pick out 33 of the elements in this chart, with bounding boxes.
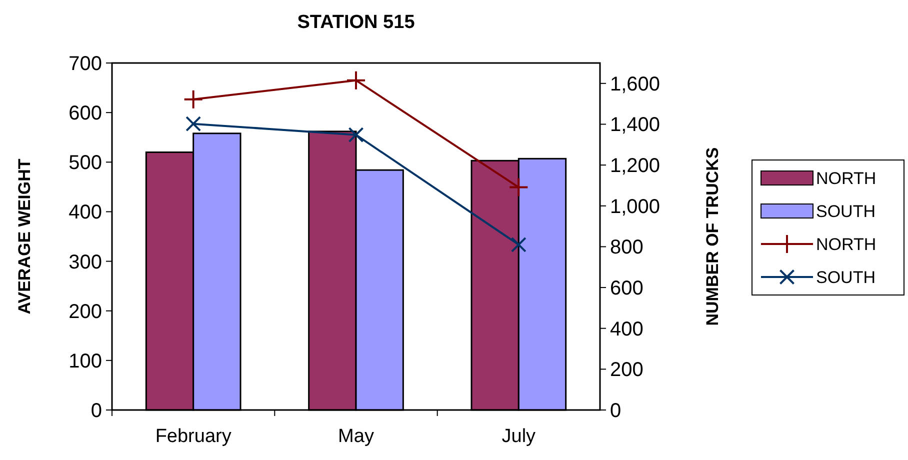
y2-tick-label: 800 [610,236,644,259]
y2-tick-label: 1,600 [610,73,660,96]
y-tick-label: 300 [68,251,102,274]
x-tick-label: February [155,426,232,447]
y-axis-title: AVERAGE WEIGHT [15,158,34,314]
point [348,127,364,143]
chart-title: STATION 515 [297,12,416,33]
legend-label: SOUTH [816,202,876,221]
y-tick-label: 600 [68,102,102,125]
legend-label: SOUTH [816,268,876,287]
y2-tick-label: 1,200 [610,155,660,178]
y2-tick-label: 1,400 [610,114,660,136]
y-tick-label: 400 [68,202,102,224]
y2-tick-label: 600 [610,278,644,300]
point [510,236,526,252]
y-tick-label: 500 [68,152,102,174]
y2-axis-title: NUMBER OF TRUCKS [703,147,722,326]
y-tick-label: 0 [90,400,102,422]
y2-tick-label: 1,000 [610,196,660,218]
y2-tick-label: 0 [610,400,622,422]
y-tick-label: 200 [68,300,102,323]
y2-tick-label: 200 [610,359,644,382]
y-tick-label: 700 [68,53,102,75]
point [346,70,366,90]
y2-tick-label: 400 [610,318,644,340]
legend-label: NORTH [816,168,876,188]
legend-label: NORTH [816,234,876,254]
x-tick-label: July [502,426,536,447]
point [508,177,529,198]
point [186,116,202,132]
y-tick-label: 100 [68,350,102,372]
x-tick-label: May [338,426,374,447]
point [183,89,204,110]
